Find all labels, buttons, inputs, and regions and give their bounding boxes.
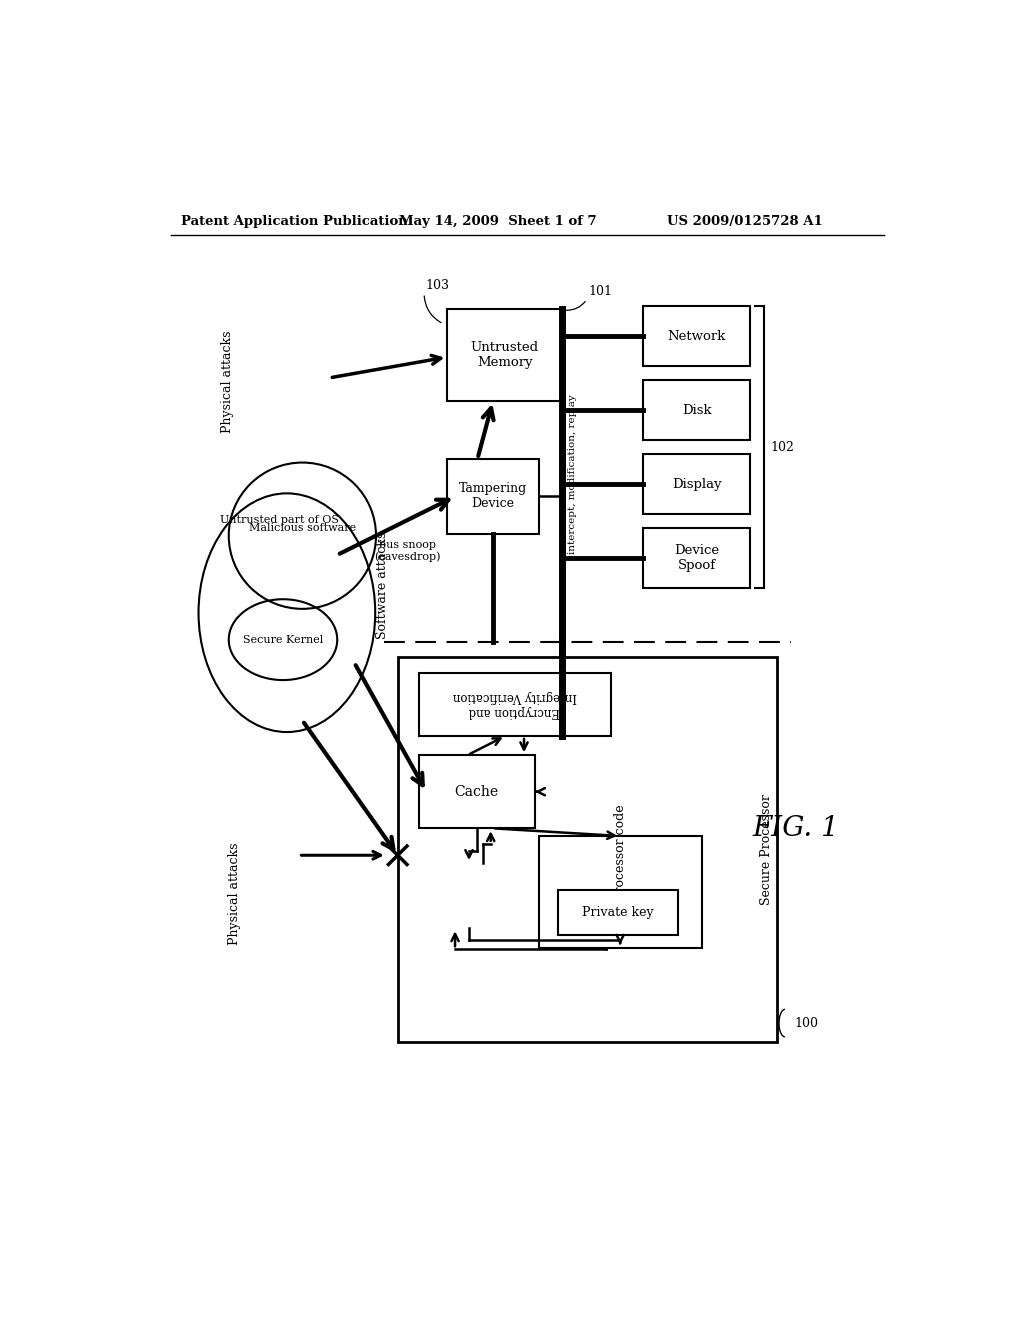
Text: Secure Kernel: Secure Kernel (243, 635, 324, 644)
Text: Secure Processor: Secure Processor (760, 795, 773, 906)
Text: FIG. 1: FIG. 1 (753, 814, 840, 842)
Bar (643, 306, 751, 367)
Text: Cache: Cache (455, 784, 499, 799)
Text: intercept, modification, replay: intercept, modification, replay (568, 395, 578, 554)
Text: Untrusted
Memory: Untrusted Memory (471, 341, 539, 368)
Text: 103: 103 (426, 279, 450, 292)
Bar (447, 309, 562, 401)
Text: 102: 102 (770, 441, 795, 454)
Text: Physical attacks: Physical attacks (228, 842, 242, 945)
Bar (419, 755, 535, 829)
Text: Patent Application Publication: Patent Application Publication (180, 215, 408, 228)
Text: Software attacks: Software attacks (376, 532, 389, 639)
Text: May 14, 2009  Sheet 1 of 7: May 14, 2009 Sheet 1 of 7 (399, 215, 597, 228)
Text: 100: 100 (795, 1016, 818, 1030)
Text: Private key: Private key (583, 906, 654, 919)
Text: Disk: Disk (682, 404, 712, 417)
Bar (558, 890, 678, 935)
Text: bus snoop
(eavesdrop): bus snoop (eavesdrop) (375, 540, 441, 562)
Bar (643, 528, 751, 589)
Text: US 2009/0125728 A1: US 2009/0125728 A1 (667, 215, 822, 228)
Text: 101: 101 (589, 285, 612, 298)
Text: Network: Network (668, 330, 726, 343)
Bar (539, 836, 701, 948)
Bar (419, 673, 611, 737)
Text: Physical attacks: Physical attacks (221, 330, 233, 433)
Bar (447, 459, 539, 535)
Bar (397, 657, 777, 1043)
Text: Tampering
Device: Tampering Device (459, 482, 527, 511)
Text: Processor code: Processor code (613, 805, 627, 902)
Bar (643, 454, 751, 515)
Text: Untrusted part of OS: Untrusted part of OS (219, 515, 339, 525)
Text: Malicious software: Malicious software (249, 523, 356, 533)
Bar (643, 380, 751, 441)
Text: Device
Spoof: Device Spoof (674, 544, 720, 572)
Text: Encryption and
Integrity Verification: Encryption and Integrity Verification (453, 690, 577, 718)
Text: Display: Display (672, 478, 722, 491)
